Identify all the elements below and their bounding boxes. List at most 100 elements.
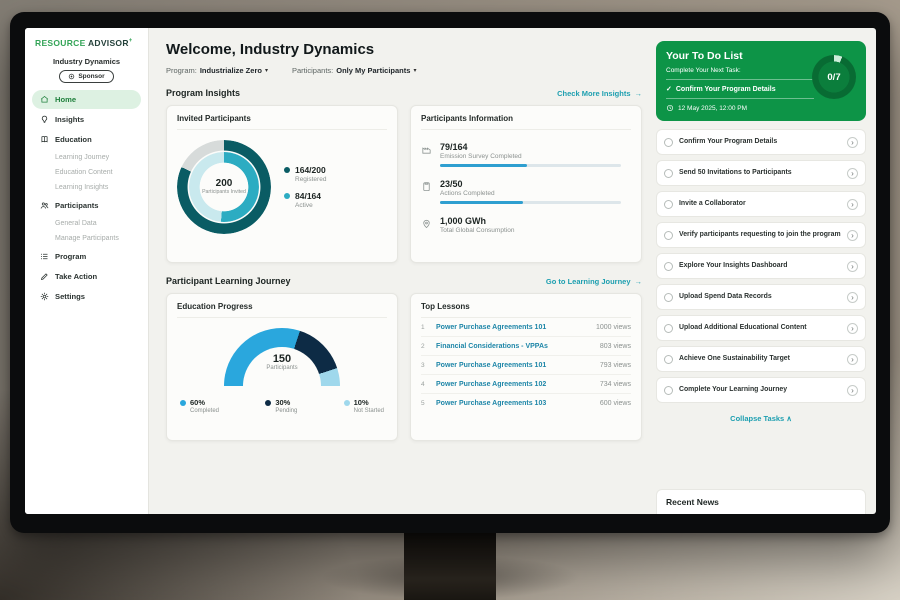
- legend-item-registered: 164/200 Registered: [284, 165, 326, 183]
- legend-value: 60%: [190, 398, 206, 407]
- legend-item-active: 84/164 Active: [284, 191, 326, 209]
- chevron-right-icon[interactable]: ›: [847, 136, 858, 148]
- task-checkbox[interactable]: [664, 354, 673, 364]
- sidebar-item-home[interactable]: Home: [32, 90, 141, 109]
- progress-bar-fill: [440, 164, 528, 167]
- legend-value: 164/200: [295, 165, 326, 175]
- task-checkbox[interactable]: [664, 385, 673, 395]
- task-item[interactable]: Confirm Your Program Details ›: [656, 129, 866, 155]
- legend-dot: [284, 167, 290, 173]
- lesson-link[interactable]: Power Purchase Agreements 101: [436, 361, 547, 369]
- learning-cards-row: Education Progress 150 Participants: [166, 293, 642, 441]
- task-item[interactable]: Upload Additional Educational Content ›: [656, 315, 866, 341]
- invited-legend: 164/200 Registered 84/164 Active: [284, 157, 326, 217]
- task-item[interactable]: Explore Your Insights Dashboard ›: [656, 253, 866, 279]
- chevron-right-icon[interactable]: ›: [847, 167, 858, 179]
- task-label: Invite a Collaborator: [679, 200, 746, 208]
- lesson-row: 2 Financial Considerations - VPPAs 803 v…: [421, 337, 631, 356]
- legend-dot: [284, 193, 290, 199]
- check-icon: ✓: [666, 86, 672, 93]
- lesson-rank: 2: [421, 342, 425, 350]
- task-item[interactable]: Achieve One Sustainability Target ›: [656, 346, 866, 372]
- task-label: Upload Spend Data Records: [679, 293, 772, 301]
- sidebar-item-learning-insights[interactable]: Learning Insights: [55, 184, 109, 191]
- list-icon: [39, 252, 49, 262]
- go-to-learning-journey-link[interactable]: Go to Learning Journey →: [546, 277, 642, 286]
- pencil-icon: [39, 272, 49, 282]
- legend-item-pending: 30% Pending: [265, 398, 297, 414]
- chevron-right-icon[interactable]: ›: [847, 291, 858, 303]
- info-value: 1,000 GWh: [440, 216, 487, 226]
- task-checkbox[interactable]: [664, 168, 673, 178]
- lesson-link[interactable]: Power Purchase Agreements 101: [436, 323, 547, 331]
- sidebar-item-label: Insights: [55, 115, 85, 124]
- lesson-rank: 3: [421, 361, 425, 369]
- info-row-actions: 23/50 Actions Completed: [421, 179, 631, 204]
- lesson-row: 5 Power Purchase Agreements 103 600 view…: [421, 394, 631, 412]
- participants-information-card: Participants Information 79/164 Emission…: [410, 105, 642, 263]
- task-checkbox[interactable]: [664, 261, 673, 271]
- chevron-right-icon[interactable]: ›: [847, 260, 858, 272]
- sidebar-item-insights[interactable]: Insights: [32, 110, 141, 129]
- program-filter[interactable]: Program: Industrialize Zero ▾: [166, 66, 268, 75]
- sidebar-item-program[interactable]: Program: [32, 247, 141, 266]
- sidebar-item-general-data[interactable]: General Data: [55, 220, 97, 227]
- lesson-row: 3 Power Purchase Agreements 101 793 view…: [421, 356, 631, 375]
- education-gauge-chart: 150 Participants: [224, 328, 340, 386]
- todo-progress-circle: 0/7: [812, 55, 856, 99]
- bulb-icon: [39, 115, 49, 125]
- sidebar-item-education[interactable]: Education: [32, 130, 141, 149]
- participants-filter[interactable]: Participants: Only My Participants ▾: [292, 66, 416, 75]
- sidebar-item-take-action[interactable]: Take Action: [32, 267, 141, 286]
- task-checkbox[interactable]: [664, 230, 673, 240]
- task-checkbox[interactable]: [664, 292, 673, 302]
- sponsor-badge: Sponsor: [59, 70, 114, 83]
- participants-filter-value: Only My Participants: [336, 66, 411, 75]
- task-checkbox[interactable]: [664, 323, 673, 333]
- sidebar-item-manage-participants[interactable]: Manage Participants: [55, 235, 119, 242]
- chevron-right-icon[interactable]: ›: [847, 353, 858, 365]
- lesson-row: 4 Power Purchase Agreements 102 734 view…: [421, 375, 631, 394]
- recent-news-header: Recent News: [656, 489, 866, 514]
- task-label: Explore Your Insights Dashboard: [679, 262, 788, 270]
- book-icon: [39, 135, 49, 145]
- task-checkbox[interactable]: [664, 137, 673, 147]
- chevron-right-icon[interactable]: ›: [847, 384, 858, 396]
- lesson-row: 1 Power Purchase Agreements 101 1000 vie…: [421, 318, 631, 337]
- info-value: 79/164: [440, 142, 468, 152]
- task-item[interactable]: Complete Your Learning Journey ›: [656, 377, 866, 403]
- chevron-right-icon[interactable]: ›: [847, 198, 858, 210]
- sidebar-item-label: Home: [55, 95, 77, 104]
- legend-dot: [343, 400, 350, 406]
- arrow-right-icon: →: [634, 88, 643, 98]
- sidebar-item-label: Settings: [55, 292, 85, 301]
- lesson-views: 793 views: [599, 361, 631, 369]
- todo-panel: Your To Do List Complete Your Next Task:…: [654, 28, 876, 514]
- task-item[interactable]: Send 50 Invitations to Participants ›: [656, 160, 866, 186]
- collapse-label: Collapse Tasks: [730, 414, 785, 423]
- sidebar-item-participants[interactable]: Participants: [32, 196, 141, 215]
- task-item[interactable]: Verify participants requesting to join t…: [656, 222, 866, 248]
- check-more-insights-link[interactable]: Check More Insights →: [557, 89, 642, 98]
- sidebar-item-education-content[interactable]: Education Content: [55, 169, 113, 176]
- lesson-link[interactable]: Power Purchase Agreements 102: [436, 380, 547, 388]
- lesson-link[interactable]: Power Purchase Agreements 103: [436, 399, 547, 407]
- chevron-right-icon[interactable]: ›: [847, 322, 858, 334]
- card-title: Education Progress: [177, 302, 387, 318]
- task-item[interactable]: Invite a Collaborator ›: [656, 191, 866, 217]
- todo-progress-value: 0/7: [827, 71, 841, 83]
- monitor-bezel: RESOURCE ADVISOR+ Industry Dynamics Spon…: [10, 12, 890, 533]
- todo-next-task[interactable]: ✓ Confirm Your Program Details: [666, 79, 814, 99]
- lesson-link[interactable]: Financial Considerations - VPPAs: [436, 342, 548, 350]
- todo-subtitle: Complete Your Next Task:: [666, 67, 741, 74]
- sidebar-item-settings[interactable]: Settings: [32, 287, 141, 306]
- task-label: Verify participants requesting to join t…: [679, 231, 841, 239]
- collapse-tasks-link[interactable]: Collapse Tasks ∧: [656, 408, 866, 429]
- task-item[interactable]: Upload Spend Data Records ›: [656, 284, 866, 310]
- task-checkbox[interactable]: [664, 199, 673, 209]
- card-title: Participants Information: [421, 114, 631, 130]
- sidebar-item-learning-journey[interactable]: Learning Journey: [55, 154, 110, 161]
- chevron-right-icon[interactable]: ›: [847, 229, 858, 241]
- card-title: Top Lessons: [421, 302, 631, 318]
- task-list: Confirm Your Program Details › Send 50 I…: [656, 129, 866, 408]
